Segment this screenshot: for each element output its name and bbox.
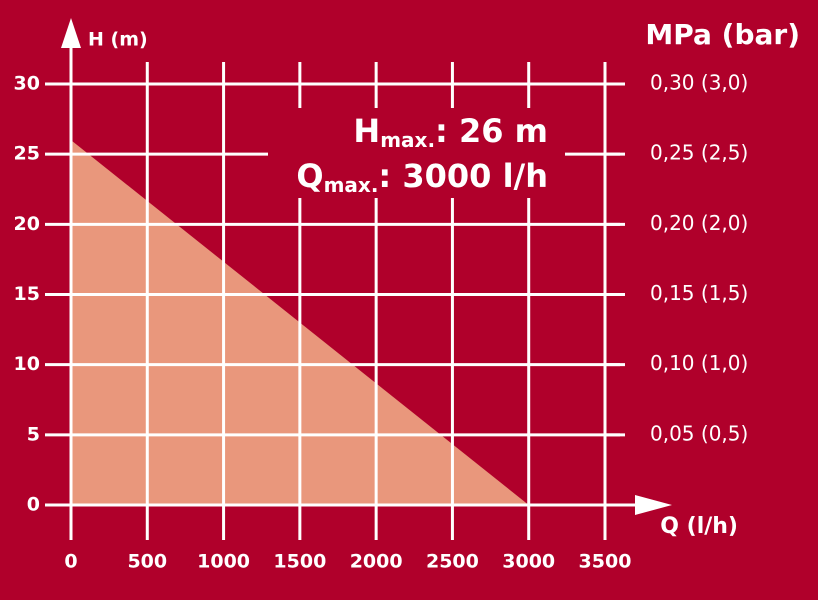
x-tick-label: 3000 xyxy=(502,551,555,573)
x-tick-label: 1000 xyxy=(197,551,250,573)
annotation-sub: max. xyxy=(324,173,379,197)
x-tick-label: 2500 xyxy=(426,551,479,573)
y-tick-label: 5 xyxy=(27,423,40,445)
y-tick-label: 25 xyxy=(14,143,40,165)
y-tick-label: 0 xyxy=(27,494,40,516)
x-tick-label: 1500 xyxy=(273,551,326,573)
annotation-main: Q xyxy=(296,157,323,195)
x-tick-label: 2000 xyxy=(350,551,403,573)
x-label: Q (l/h) xyxy=(660,514,738,539)
x-tick-label: 3500 xyxy=(579,551,632,573)
annotation-box xyxy=(268,108,565,198)
annotation-sub: max. xyxy=(380,128,435,152)
y2-label: MPa (bar) xyxy=(645,18,800,51)
annotation: Qmax.: 3000 l/h xyxy=(296,157,548,197)
annotation-main: H xyxy=(353,112,380,150)
annotation-rest: : 3000 l/h xyxy=(378,157,548,195)
annotation: Hmax.: 26 m xyxy=(353,112,548,152)
annotation-rest: : 26 m xyxy=(435,112,548,150)
area xyxy=(71,140,529,505)
y2-tick-label: 0,05 (0,5) xyxy=(650,421,748,445)
y-label: H (m) xyxy=(88,29,148,51)
y2-tick-label: 0,10 (1,0) xyxy=(650,351,748,375)
y-tick-label: 30 xyxy=(14,73,40,95)
y2-tick-label: 0,30 (3,0) xyxy=(650,71,748,95)
y-arrow xyxy=(61,18,81,48)
x-arrow xyxy=(635,495,672,515)
x-tick-label: 0 xyxy=(64,551,77,573)
y-tick-label: 20 xyxy=(14,213,40,235)
x-tick-label: 500 xyxy=(127,551,167,573)
y2-tick-label: 0,15 (1,5) xyxy=(650,281,748,305)
y2-tick-label: 0,20 (2,0) xyxy=(650,211,748,235)
y2-tick-label: 0,25 (2,5) xyxy=(650,141,748,165)
y-tick-label: 15 xyxy=(14,283,40,305)
y-tick-label: 10 xyxy=(14,353,40,375)
